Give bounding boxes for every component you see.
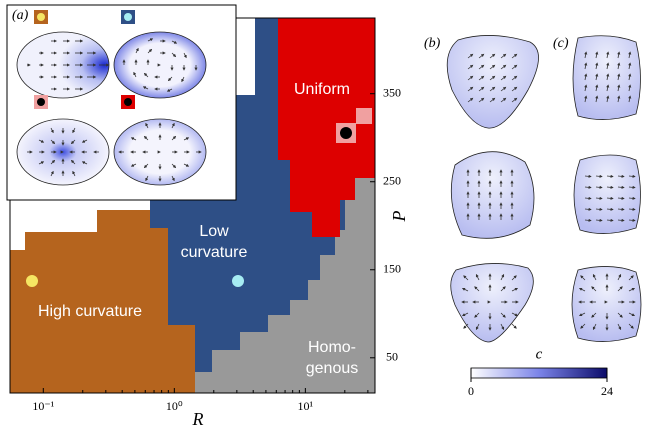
x-axis-label: R: [192, 409, 204, 429]
y-tick-label: 150: [383, 262, 401, 276]
state-icon: [124, 98, 132, 106]
colorbar: [471, 368, 607, 378]
y-tick-label: 250: [383, 173, 401, 187]
figure: Uniform Low curvature High curvature Homo-ge…: [0, 0, 653, 429]
panel-label: (a): [12, 8, 29, 23]
marker: [340, 127, 352, 139]
cell: [447, 35, 538, 128]
state-icon: [37, 98, 45, 106]
marker: [26, 275, 38, 287]
region-label: Uniform: [294, 81, 350, 98]
cell: [451, 152, 534, 239]
colorbar-tick-label: 0: [468, 384, 474, 398]
inset: (a): [7, 5, 236, 200]
x-tick-label: 10¹: [298, 399, 314, 413]
cell: [574, 155, 641, 234]
cell: [573, 36, 641, 120]
colorbar-label: c: [536, 346, 543, 362]
x-tick-label: 10⁻¹: [32, 399, 54, 413]
y-tick-label: 350: [383, 85, 401, 99]
x-tick-label: 10⁰: [166, 399, 183, 413]
marker: [232, 275, 244, 287]
marker: [356, 108, 372, 124]
region-label: Homo-: [308, 339, 356, 356]
region-label: curvature: [181, 244, 248, 261]
panel-label: (b): [424, 36, 441, 51]
cell: [114, 32, 206, 98]
panel-label: (c): [553, 36, 569, 51]
cell: [114, 119, 206, 185]
phase-region: [10, 210, 195, 393]
y-tick-label: 50: [386, 350, 398, 364]
cell: [451, 263, 534, 342]
state-icon: [37, 13, 45, 21]
state-icon: [124, 13, 132, 21]
region-label: Low: [199, 223, 229, 240]
region-label: genous: [306, 360, 359, 377]
y-axis-label: P: [389, 211, 409, 223]
colorbar-tick-label: 24: [601, 384, 613, 398]
region-label: High curvature: [38, 303, 142, 320]
arrow: [512, 324, 516, 328]
